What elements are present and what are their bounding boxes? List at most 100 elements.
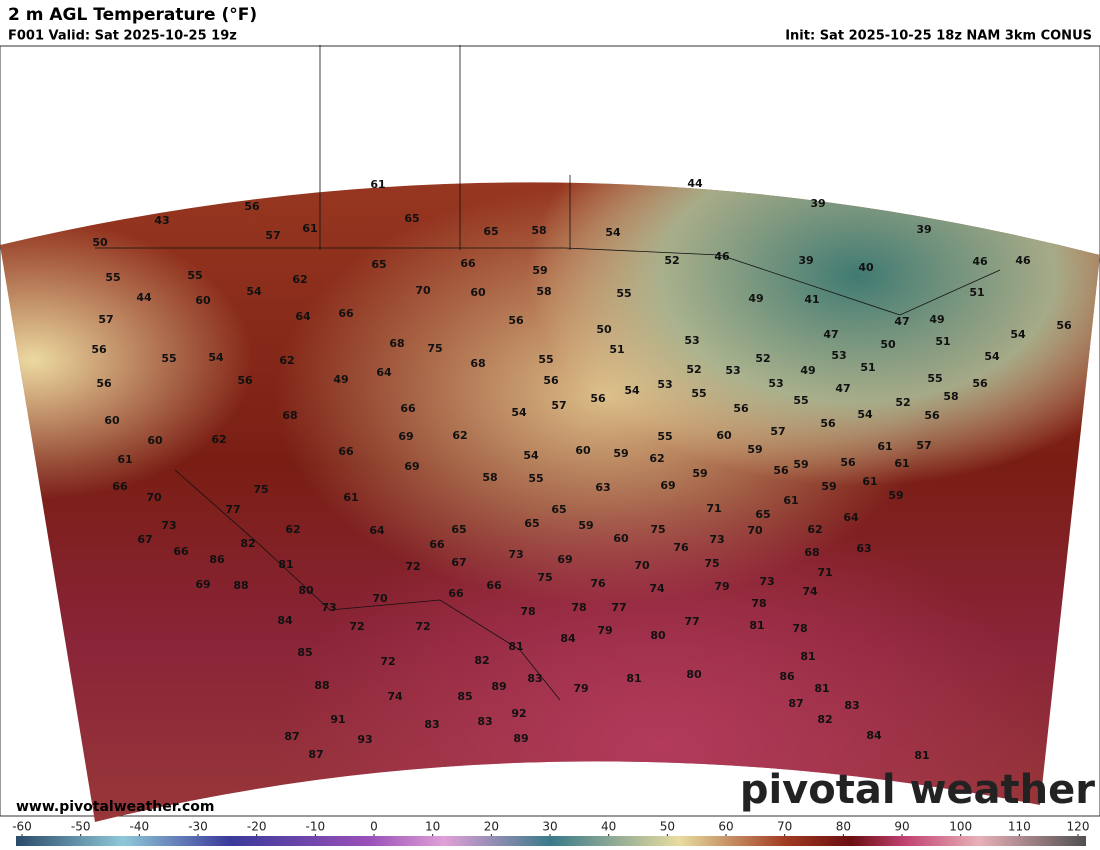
temperature-label: 68	[389, 337, 404, 350]
temperature-label: 55	[793, 394, 808, 407]
temperature-label: 67	[451, 556, 466, 569]
temperature-label: 61	[783, 494, 798, 507]
temperature-label: 60	[716, 429, 732, 442]
temperature-label: 56	[924, 409, 940, 422]
temperature-label: 63	[595, 481, 610, 494]
colorbar-tick-label: -60	[12, 820, 32, 834]
colorbar-tick-label: 0	[370, 820, 378, 834]
temperature-label: 55	[657, 430, 672, 443]
temperature-label: 60	[147, 434, 163, 447]
temperature-label: 49	[800, 364, 815, 377]
temperature-label: 46	[1015, 254, 1031, 267]
temperature-label: 88	[314, 679, 329, 692]
temperature-label: 66	[448, 587, 464, 600]
temperature-label: 59	[793, 458, 808, 471]
temperature-label: 52	[755, 352, 770, 365]
temperature-label: 55	[538, 353, 553, 366]
temperature-label: 54	[624, 384, 640, 397]
temperature-label: 78	[520, 605, 535, 618]
temperature-label: 47	[823, 328, 838, 341]
temperature-label: 49	[929, 313, 944, 326]
temperature-label: 84	[866, 729, 882, 742]
temperature-label: 59	[692, 467, 707, 480]
temperature-label: 82	[817, 713, 832, 726]
temperature-label: 55	[691, 387, 706, 400]
temperature-label: 62	[285, 523, 300, 536]
temperature-label: 65	[483, 225, 498, 238]
temperature-label: 60	[195, 294, 211, 307]
temperature-label: 55	[616, 287, 631, 300]
temperature-label: 66	[486, 579, 502, 592]
temperature-label: 93	[357, 733, 372, 746]
temperature-label: 75	[253, 483, 268, 496]
temperature-label: 74	[387, 690, 403, 703]
temperature-label: 41	[804, 293, 819, 306]
temperature-label: 89	[513, 732, 528, 745]
temperature-label: 76	[673, 541, 689, 554]
temperature-label: 46	[972, 255, 988, 268]
temperature-label: 62	[649, 452, 664, 465]
temperature-labels: 61 56 65 43 57 61 65 58 54 44 39 39 50 66 65 59 52 46 39 40…	[91, 177, 1072, 762]
temperature-label: 43	[154, 214, 169, 227]
temperature-label: 51	[609, 343, 624, 356]
temperature-label: 62	[279, 354, 294, 367]
temperature-label: 85	[297, 646, 312, 659]
temperature-label: 59	[888, 489, 903, 502]
temperature-label: 40	[858, 261, 874, 274]
temperature-label: 55	[105, 271, 120, 284]
colorbar-tick-label: 50	[660, 820, 675, 834]
temperature-label: 87	[788, 697, 803, 710]
temperature-label: 85	[457, 690, 472, 703]
colorbar-tick-label: 110	[1008, 820, 1031, 834]
temperature-label: 65	[551, 503, 566, 516]
temperature-label: 72	[349, 620, 364, 633]
temperature-label: 89	[491, 680, 506, 693]
temperature-label: 54	[605, 226, 621, 239]
colorbar-tick-label: 90	[894, 820, 909, 834]
temperature-label: 56	[91, 343, 107, 356]
temperature-label: 77	[611, 601, 626, 614]
temperature-label: 58	[943, 390, 958, 403]
temperature-label: 73	[161, 519, 176, 532]
temperature-label: 51	[935, 335, 950, 348]
temperature-label: 57	[770, 425, 785, 438]
temperature-label: 53	[725, 364, 740, 377]
subtitle: F001 Valid: Sat 2025-10-25 19z	[8, 29, 237, 44]
temperature-label: 59	[613, 447, 628, 460]
temperature-label: 57	[916, 439, 931, 452]
temperature-label: 51	[860, 361, 875, 374]
colorbar-tick-label: -10	[306, 820, 326, 834]
temperature-label: 74	[802, 585, 818, 598]
temperature-label: 39	[916, 223, 931, 236]
temperature-label: 81	[626, 672, 641, 685]
temperature-label: 57	[265, 229, 280, 242]
temperature-label: 65	[451, 523, 466, 536]
temperature-label: 77	[225, 503, 240, 516]
temperature-label: 53	[768, 377, 783, 390]
temperature-label: 59	[747, 443, 762, 456]
temperature-label: 56	[972, 377, 988, 390]
temperature-label: 49	[333, 373, 348, 386]
temperature-label: 86	[209, 553, 225, 566]
temperature-label: 47	[835, 382, 850, 395]
colorbar-tick-label: 120	[1067, 820, 1090, 834]
colorbar-tick-label: 10	[425, 820, 440, 834]
temperature-label: 66	[429, 538, 445, 551]
temperature-label: 80	[650, 629, 666, 642]
temperature-label: 79	[714, 580, 729, 593]
temperature-label: 66	[173, 545, 189, 558]
temperature-label: 69	[404, 460, 419, 473]
temperature-label: 69	[398, 430, 413, 443]
temperature-label: 72	[415, 620, 430, 633]
temperature-label: 61	[862, 475, 877, 488]
temperature-label: 70	[415, 284, 431, 297]
colorbar-tick-label: 20	[484, 820, 499, 834]
colorbar-tick-label: 100	[949, 820, 972, 834]
temperature-label: 83	[844, 699, 859, 712]
temperature-label: 53	[657, 378, 672, 391]
temperature-label: 79	[597, 624, 612, 637]
temperature-label: 73	[508, 548, 523, 561]
temperature-label: 50	[880, 338, 896, 351]
temperature-label: 44	[687, 177, 703, 190]
temperature-label: 66	[112, 480, 128, 493]
